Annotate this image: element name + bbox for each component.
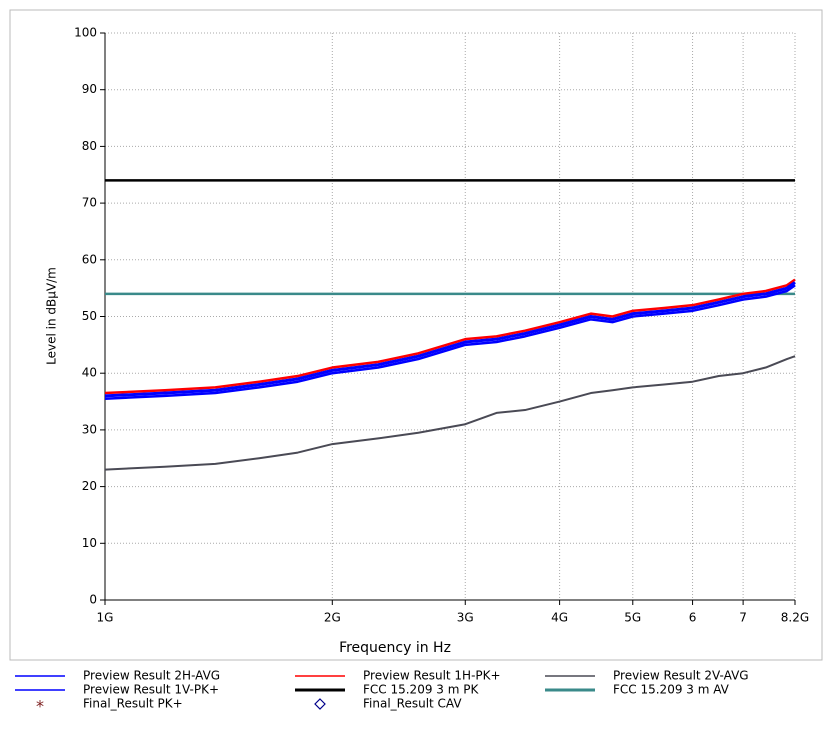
y-tick-label: 60	[82, 252, 97, 266]
y-tick-label: 40	[82, 366, 97, 380]
legend-label: Preview Result 2H-AVG	[83, 669, 220, 683]
legend-label: FCC 15.209 3 m AV	[613, 683, 730, 697]
legend-label: FCC 15.209 3 m PK	[363, 683, 479, 697]
legend-marker	[314, 698, 326, 710]
x-tick-label: 3G	[457, 611, 474, 625]
x-tick-label: 6	[689, 611, 697, 625]
y-axis-label: Level in dBµV/m	[45, 267, 59, 365]
x-tick-label: 8.2G	[781, 611, 809, 625]
y-tick-label: 70	[82, 196, 97, 210]
y-tick-label: 100	[74, 26, 97, 40]
legend-label: Preview Result 1H-PK+	[363, 669, 501, 683]
series-line	[104, 355, 796, 471]
series-line	[104, 281, 796, 398]
legend-label: Preview Result 2V-AVG	[613, 669, 749, 683]
x-tick-label: 4G	[551, 611, 568, 625]
legend-label: Preview Result 1V-PK+	[83, 683, 219, 697]
legend-label: Final_Result PK+	[83, 697, 183, 711]
y-tick-label: 0	[89, 593, 97, 607]
x-tick-label: 2G	[324, 611, 341, 625]
y-tick-label: 30	[82, 422, 97, 436]
y-tick-label: 50	[82, 309, 97, 323]
legend-marker: *	[36, 697, 44, 716]
series-line	[104, 284, 796, 400]
legend-label: Final_Result CAV	[363, 697, 462, 711]
y-tick-label: 10	[82, 536, 97, 550]
x-tick-label: 1G	[97, 611, 114, 625]
y-tick-label: 90	[82, 82, 97, 96]
x-tick-label: 5G	[624, 611, 641, 625]
y-tick-label: 80	[82, 139, 97, 153]
series-line	[104, 278, 796, 395]
x-tick-label: 7	[739, 611, 747, 625]
x-axis-label: Frequency in Hz	[339, 640, 451, 656]
y-tick-label: 20	[82, 479, 97, 493]
